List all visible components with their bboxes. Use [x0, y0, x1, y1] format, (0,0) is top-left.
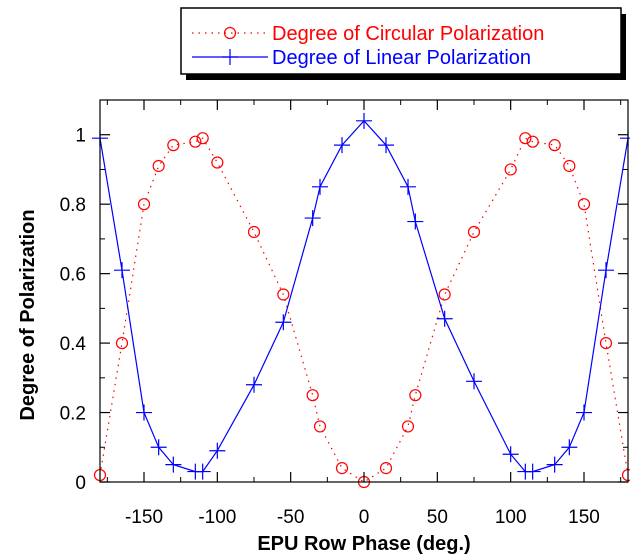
- series-1-point-25: [598, 262, 614, 279]
- series-0-point-24: [577, 198, 591, 211]
- series-1-point-12: [334, 137, 350, 154]
- series-1-point-23: [561, 439, 578, 456]
- series-1-point-10: [304, 210, 321, 227]
- plot-layer: [92, 112, 630, 489]
- series-1-point-9: [275, 314, 292, 331]
- y-tick-label-5: 1: [75, 126, 86, 147]
- series-0-point-11: [313, 420, 327, 433]
- y-tick-label-1: 0.2: [60, 404, 86, 425]
- x-tick-label-1: -100: [198, 507, 236, 528]
- series-0-point-21: [526, 135, 539, 148]
- series-0-point-2: [137, 198, 151, 211]
- series-1-point-3: [150, 439, 167, 456]
- series-0-point-18: [467, 225, 481, 239]
- legend: Degree of Circular Polarization Degree o…: [180, 7, 626, 80]
- series-0-point-23: [563, 159, 576, 173]
- series-0-point-17: [438, 288, 451, 301]
- legend-label-circular: Degree of Circular Polarization: [272, 23, 544, 45]
- series-0-point-9: [277, 288, 290, 301]
- series-0-point-19: [504, 163, 517, 176]
- series-1-point-17: [436, 310, 453, 327]
- x-tick-label-0: -150: [125, 507, 163, 528]
- series-0-point-14: [379, 462, 393, 475]
- series-0-point-4: [167, 139, 180, 152]
- series-1-point-16: [407, 213, 424, 230]
- x-axis-title: EPU Row Phase (deg.): [257, 533, 470, 555]
- series-1-point-1: [114, 262, 130, 279]
- axes-layer: -150 -100 -50 0 50 100 150 0 0.2 0.4 0.6 0.8 1: [60, 99, 629, 528]
- series-0-point-12: [335, 462, 349, 475]
- series-0-point-1: [115, 336, 129, 350]
- y-tick-label-0: 0: [75, 473, 86, 494]
- series-0-point-15: [401, 420, 415, 433]
- series-1-point-22: [546, 456, 563, 473]
- x-tick-label-5: 100: [495, 507, 527, 528]
- series-0-point-25: [599, 336, 613, 350]
- legend-label-linear: Degree of Linear Polarization: [272, 47, 531, 69]
- plot-frame: [99, 99, 629, 483]
- legend-items: [192, 26, 268, 65]
- y-axis-title: Degree of Polarization: [17, 209, 39, 420]
- series-line-0: [99, 137, 629, 483]
- series-1-point-18: [466, 373, 482, 390]
- series-0-point-8: [247, 225, 261, 239]
- series-0-point-5: [189, 135, 202, 148]
- series-1-point-13: [356, 112, 372, 129]
- series-1-point-2: [136, 404, 152, 421]
- series-1-point-11: [312, 178, 328, 195]
- series-1-point-8: [246, 376, 262, 393]
- y-tick-label-3: 0.6: [60, 265, 86, 286]
- series-0-point-6: [196, 132, 209, 145]
- series-0-point-10: [306, 389, 319, 402]
- series-0-point-3: [152, 159, 165, 173]
- x-tick-label-2: -50: [277, 507, 304, 528]
- x-tick-label-4: 50: [427, 507, 448, 528]
- series-0-point-20: [519, 132, 532, 145]
- x-tick-label-3: 0: [359, 507, 370, 528]
- series-1-point-15: [400, 178, 416, 195]
- series-0-point-26: [621, 468, 630, 482]
- series-1-point-21: [524, 463, 541, 480]
- series-1-point-6: [194, 463, 211, 480]
- y-tick-label-2: 0.4: [60, 334, 87, 355]
- legend-marker-linear: [222, 49, 238, 65]
- legend-marker-circular: [223, 26, 237, 40]
- series-0-point-7: [211, 156, 224, 169]
- x-tick-label-6: 150: [568, 507, 600, 528]
- series-0-point-22: [548, 139, 561, 152]
- series-1-point-7: [209, 442, 226, 459]
- series-line-1: [99, 119, 629, 473]
- series-1-point-19: [502, 446, 519, 463]
- series-1-point-24: [576, 404, 592, 421]
- series-1-point-14: [378, 137, 394, 154]
- series-0-point-16: [409, 389, 422, 402]
- legend-box: [180, 7, 622, 75]
- series-1-point-4: [165, 456, 182, 473]
- y-tick-label-4: 0.8: [60, 195, 86, 216]
